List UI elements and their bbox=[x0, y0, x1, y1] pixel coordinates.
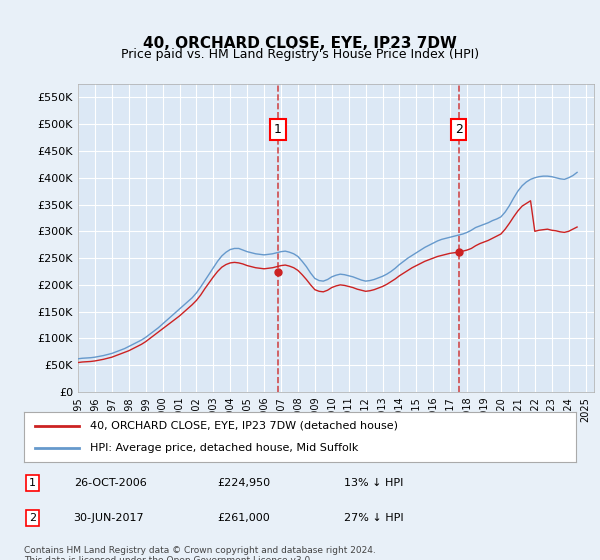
Text: £224,950: £224,950 bbox=[217, 478, 271, 488]
Text: 2: 2 bbox=[455, 123, 463, 136]
Text: £261,000: £261,000 bbox=[217, 513, 270, 523]
Text: 2: 2 bbox=[29, 513, 36, 523]
Text: Contains HM Land Registry data © Crown copyright and database right 2024.
This d: Contains HM Land Registry data © Crown c… bbox=[24, 546, 376, 560]
Text: HPI: Average price, detached house, Mid Suffolk: HPI: Average price, detached house, Mid … bbox=[90, 443, 359, 453]
Text: Price paid vs. HM Land Registry's House Price Index (HPI): Price paid vs. HM Land Registry's House … bbox=[121, 48, 479, 60]
Text: 30-JUN-2017: 30-JUN-2017 bbox=[74, 513, 145, 523]
Text: 1: 1 bbox=[274, 123, 282, 136]
Text: 40, ORCHARD CLOSE, EYE, IP23 7DW (detached house): 40, ORCHARD CLOSE, EYE, IP23 7DW (detach… bbox=[90, 421, 398, 431]
Text: 40, ORCHARD CLOSE, EYE, IP23 7DW: 40, ORCHARD CLOSE, EYE, IP23 7DW bbox=[143, 36, 457, 52]
Text: 26-OCT-2006: 26-OCT-2006 bbox=[74, 478, 146, 488]
Text: 1: 1 bbox=[29, 478, 36, 488]
Text: 13% ↓ HPI: 13% ↓ HPI bbox=[344, 478, 404, 488]
Text: 27% ↓ HPI: 27% ↓ HPI bbox=[344, 513, 404, 523]
